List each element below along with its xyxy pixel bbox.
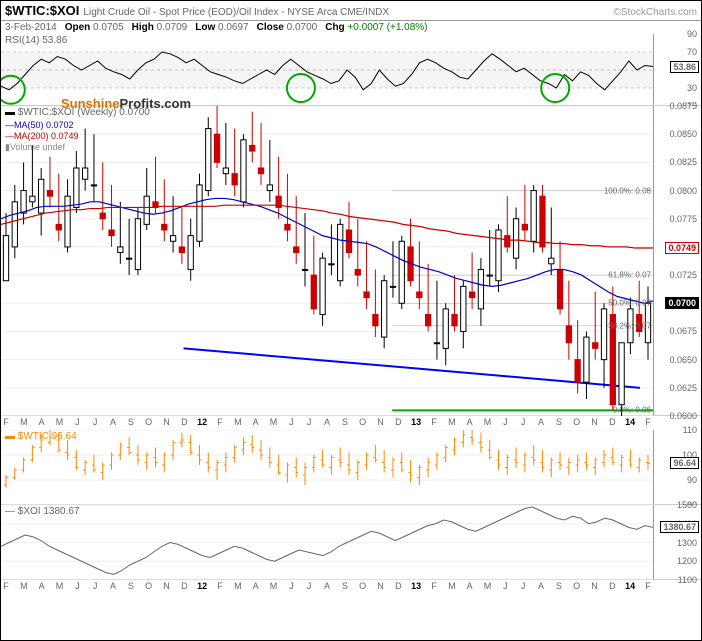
watermark-logo: SunshineProfits.com [61, 96, 191, 111]
xaxis-main: FMAMJJASOND12FMAMJJASOND13FMAMJJASOND14F [1, 416, 701, 430]
main-legend: —MA(50) 0.0702 —MA(200) 0.0749 ▮Volume u… [5, 120, 79, 153]
chart-header: $WTIC:$XOI Light Crude Oil - Spot Price … [1, 1, 701, 21]
quote-bar: 3-Feb-2014 Open 0.0705 High 0.0709 Low 0… [1, 21, 701, 34]
xoi-label: — $XOI 1380.67 [5, 506, 80, 517]
wtic-panel: ▬ $WTIC 96.64 809010011096.64 [1, 430, 701, 505]
wtic-label: ▬ $WTIC 96.64 [5, 431, 77, 442]
rsi-label: RSI(14) 53.86 [5, 35, 67, 46]
date: 3-Feb-2014 [5, 22, 57, 33]
main-panel: ▬ $WTIC:$XOI (Weekly) 0.0700 —MA(50) 0.0… [1, 106, 701, 416]
xaxis-bottom: FMAMJJASOND12FMAMJJASOND13FMAMJJASOND14F [1, 580, 701, 594]
symbol: $WTIC:$XOI [5, 3, 79, 18]
source: ©StockCharts.com [613, 7, 697, 18]
desc: Light Crude Oil - Spot Price (EOD)/Oil I… [83, 7, 389, 18]
xoi-panel: — $XOI 1380.67 110012001300140015001380.… [1, 505, 701, 580]
